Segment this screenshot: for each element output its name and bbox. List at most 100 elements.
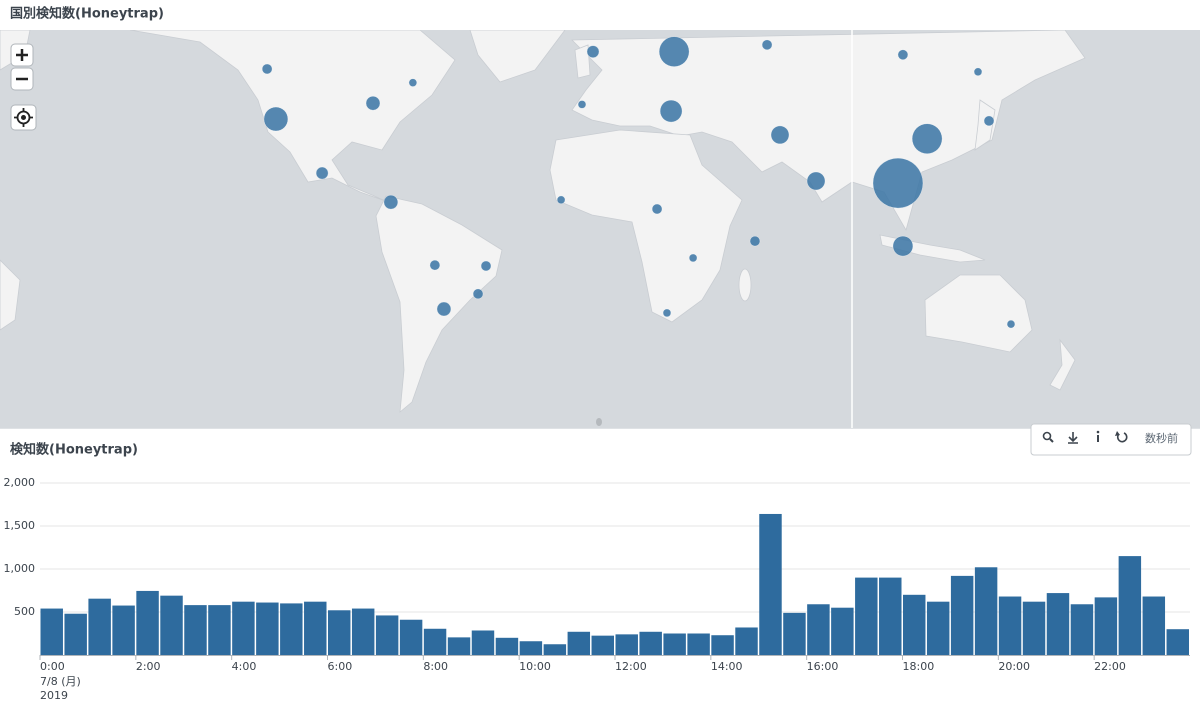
country-bubble (429, 259, 441, 271)
x-tick-label: 4:00 (232, 660, 257, 673)
bar (615, 634, 638, 655)
bar (423, 628, 447, 655)
bar (88, 598, 111, 655)
refresh-icon[interactable] (1115, 431, 1128, 443)
bar (40, 608, 63, 655)
search-icon[interactable] (1042, 431, 1054, 443)
country-bubble (586, 45, 600, 58)
country-bubble (472, 288, 484, 300)
country-bubble (383, 194, 399, 210)
bar (112, 605, 135, 655)
x-tick-label: 18:00 (903, 660, 935, 673)
country-bubble (365, 95, 381, 111)
bar-chart-title: 検知数(Honeytrap) (10, 442, 138, 458)
bar (639, 631, 662, 655)
x-tick-label: 22:00 (1094, 660, 1126, 673)
y-tick-label: 1,000 (4, 562, 36, 575)
bar (256, 602, 279, 655)
bar (1022, 601, 1046, 655)
export-icon[interactable] (1068, 432, 1078, 444)
bar (64, 613, 87, 655)
country-bubble (480, 260, 492, 272)
toolbar: 数秒前 (1030, 423, 1192, 456)
bar (280, 603, 303, 655)
country-bubble (688, 253, 698, 263)
bar (591, 635, 614, 655)
bar (807, 604, 830, 655)
locate-button[interactable] (10, 104, 37, 131)
country-bubble (770, 125, 790, 145)
country-bubble (651, 203, 663, 215)
bar (208, 605, 231, 655)
land (0, 30, 1086, 413)
bar (471, 630, 495, 655)
x-tick-label: 0:00 (40, 660, 65, 673)
bar (998, 596, 1022, 655)
country-bubble (263, 106, 289, 132)
country-bubble (749, 235, 761, 247)
x-tick-label: 12:00 (615, 660, 647, 673)
map[interactable] (0, 30, 1200, 428)
bar (184, 605, 207, 655)
country-bubble (658, 36, 690, 67)
bar (687, 633, 710, 655)
country-bubble (659, 99, 683, 123)
country-bubble (761, 39, 773, 51)
bar (495, 637, 519, 655)
y-tick-label: 1,500 (4, 519, 36, 532)
bar (136, 590, 159, 655)
country-bubble (897, 49, 909, 61)
bar (447, 637, 471, 655)
bar (950, 575, 974, 655)
bar (160, 595, 183, 655)
country-bubble (911, 123, 943, 154)
zoom-in-button[interactable] (10, 43, 34, 67)
country-bubble (436, 301, 452, 317)
x-tick-label: 20:00 (998, 660, 1030, 673)
country-bubble (973, 67, 983, 76)
country-bubble (806, 171, 826, 191)
country-bubble (872, 157, 924, 209)
bar (879, 577, 902, 655)
country-bubble (892, 235, 914, 257)
bar (1142, 596, 1166, 655)
bar (663, 633, 686, 655)
x-tick-label: 2:00 (136, 660, 161, 673)
x-sublabel: 2019 (40, 689, 68, 702)
bar (519, 641, 543, 655)
bar (1166, 629, 1189, 655)
map-title: 国別検知数(Honeytrap) (10, 6, 164, 22)
x-tick-label: 16:00 (807, 660, 839, 673)
country-bubble (556, 195, 566, 205)
bar (567, 631, 591, 655)
resize-handle[interactable] (596, 418, 602, 426)
bar (1046, 593, 1070, 655)
bar (399, 619, 423, 655)
country-bubble (408, 78, 418, 87)
bar (328, 610, 351, 655)
bar (974, 567, 998, 655)
x-tick-label: 10:00 (519, 660, 551, 673)
bar (735, 627, 758, 655)
country-bubble (315, 166, 329, 180)
bar (1094, 597, 1118, 655)
country-bubble (662, 308, 672, 318)
y-tick-label: 500 (14, 605, 35, 618)
toolbar-box (1030, 423, 1192, 456)
x-tick-label: 8:00 (423, 660, 448, 673)
zoom-out-button[interactable] (10, 67, 34, 91)
bar (304, 601, 327, 655)
bar (232, 601, 255, 655)
country-bubble (577, 100, 587, 109)
bar (926, 601, 950, 655)
bar (1118, 556, 1142, 655)
x-tick-label: 14:00 (711, 660, 743, 673)
bar (759, 513, 782, 655)
bar (543, 644, 567, 655)
refresh-status: 数秒前 (1145, 431, 1178, 445)
bar (903, 594, 926, 655)
y-tick-label: 2,000 (4, 476, 36, 489)
info-icon[interactable] (1096, 430, 1100, 442)
